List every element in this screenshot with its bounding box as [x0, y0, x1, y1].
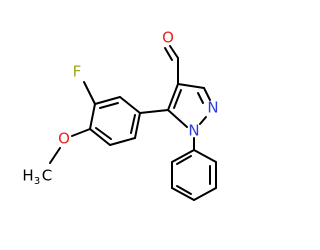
atom-label: O — [58, 130, 70, 148]
molecule: O N N F O H 3 C — [22, 29, 219, 201]
atom-label: O — [162, 29, 174, 47]
atom-label: N — [188, 122, 199, 140]
atom-label: F — [73, 63, 82, 81]
atom-label-subscript: 3 — [34, 176, 40, 187]
atom-label: H — [22, 167, 33, 185]
bonds — [49, 45, 217, 201]
atom-label: N — [207, 99, 218, 117]
atom-label: C — [42, 167, 52, 185]
atom-labels: O N N F O H 3 C — [22, 29, 218, 188]
